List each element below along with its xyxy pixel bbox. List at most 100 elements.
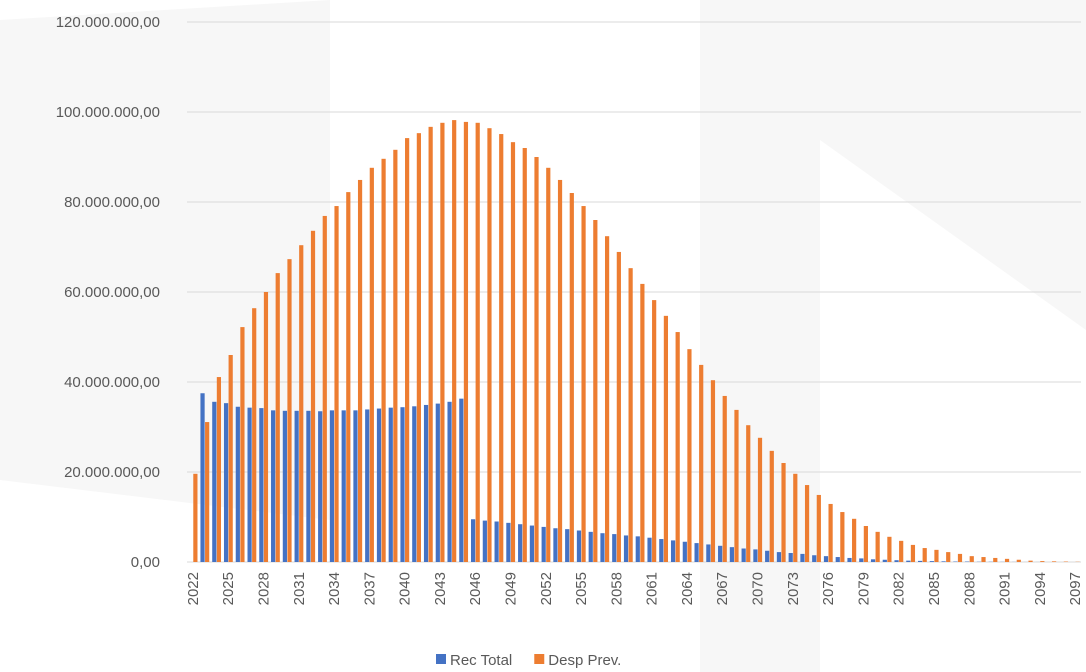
bar: [765, 550, 770, 562]
bar: [710, 380, 716, 562]
bar: [252, 308, 257, 562]
bar: [494, 521, 499, 562]
bar: [240, 327, 245, 562]
bar: [576, 530, 582, 562]
x-tick-label: 2034: [326, 572, 343, 605]
bar: [318, 411, 323, 562]
bar: [294, 410, 299, 562]
bar: [263, 292, 269, 562]
bar: [506, 522, 511, 562]
bar: [541, 526, 546, 562]
bar: [746, 425, 751, 562]
bar: [482, 520, 487, 562]
bar: [875, 531, 880, 562]
watermark: [700, 0, 1086, 672]
x-tick-label: 2058: [608, 572, 625, 605]
bar: [663, 315, 669, 562]
x-tick-label: 2028: [255, 572, 272, 605]
bar: [588, 531, 593, 562]
bar: [365, 409, 370, 562]
bar: [922, 548, 927, 562]
bar: [376, 408, 382, 562]
bar: [553, 528, 558, 562]
bar: [499, 134, 504, 563]
bar: [259, 408, 264, 562]
x-tick-label: 2067: [714, 572, 731, 605]
x-tick-label: 2070: [750, 572, 767, 605]
bar: [463, 121, 469, 563]
bar: [334, 206, 339, 563]
bar: [906, 560, 911, 562]
bar: [228, 355, 233, 562]
bar: [612, 534, 617, 562]
bar: [1004, 558, 1010, 562]
bar: [722, 395, 727, 562]
bar: [823, 556, 829, 562]
bar: [781, 463, 786, 562]
bar: [522, 148, 527, 562]
bar: [675, 332, 680, 562]
bar: [381, 158, 386, 563]
bar: [235, 406, 240, 562]
bar: [640, 283, 645, 562]
bar: [393, 149, 398, 563]
x-tick-label: 2073: [785, 572, 802, 605]
bar: [423, 404, 429, 562]
bar: [357, 179, 363, 562]
bar: [882, 559, 887, 562]
bar: [247, 407, 252, 562]
bar: [200, 393, 205, 562]
y-tick-label: 60.000.000,00: [64, 284, 160, 301]
bar: [870, 559, 876, 562]
bar: [600, 533, 605, 562]
bar: [440, 122, 445, 563]
bar: [718, 545, 723, 562]
legend-swatch: [534, 654, 545, 664]
bar: [510, 142, 516, 562]
bar: [757, 437, 763, 562]
bar: [835, 557, 840, 562]
bar: [1016, 559, 1021, 562]
bar: [863, 526, 868, 562]
bar: [910, 544, 916, 562]
bar: [812, 555, 817, 562]
bar: [329, 410, 335, 562]
bar: [299, 245, 304, 562]
bar: [706, 544, 711, 562]
bar: [894, 560, 899, 562]
bar: [216, 377, 222, 562]
bar: [310, 230, 316, 563]
bar: [917, 560, 923, 562]
bar: [1028, 560, 1033, 562]
bar: [788, 553, 793, 562]
bar: [957, 553, 963, 562]
bar: [546, 167, 551, 563]
bar: [275, 273, 280, 562]
x-tick-label: 2046: [467, 572, 484, 605]
bar: [581, 206, 586, 563]
x-tick-label: 2049: [502, 572, 519, 605]
bar: [887, 536, 892, 562]
bar: [734, 409, 739, 562]
y-tick-label: 80.000.000,00: [64, 194, 160, 211]
bar: [346, 192, 351, 562]
bar: [828, 503, 833, 562]
bar: [353, 410, 358, 562]
x-tick-label: 2064: [679, 572, 696, 605]
x-tick-label: 2043: [432, 572, 449, 605]
watermark: [0, 0, 330, 520]
bar: [593, 220, 598, 562]
x-tick-label: 2079: [855, 572, 872, 605]
bar: [1051, 561, 1057, 562]
bar: [687, 349, 692, 562]
x-tick-label: 2061: [644, 572, 661, 605]
bar: [647, 537, 652, 562]
legend-label: Desp Prev.: [548, 652, 621, 669]
bar: [193, 473, 198, 562]
x-tick-label: 2037: [361, 572, 378, 605]
bar: [306, 410, 311, 562]
bar: [452, 120, 457, 562]
bar: [470, 519, 476, 562]
bar: [793, 473, 798, 562]
bar: [652, 300, 657, 562]
